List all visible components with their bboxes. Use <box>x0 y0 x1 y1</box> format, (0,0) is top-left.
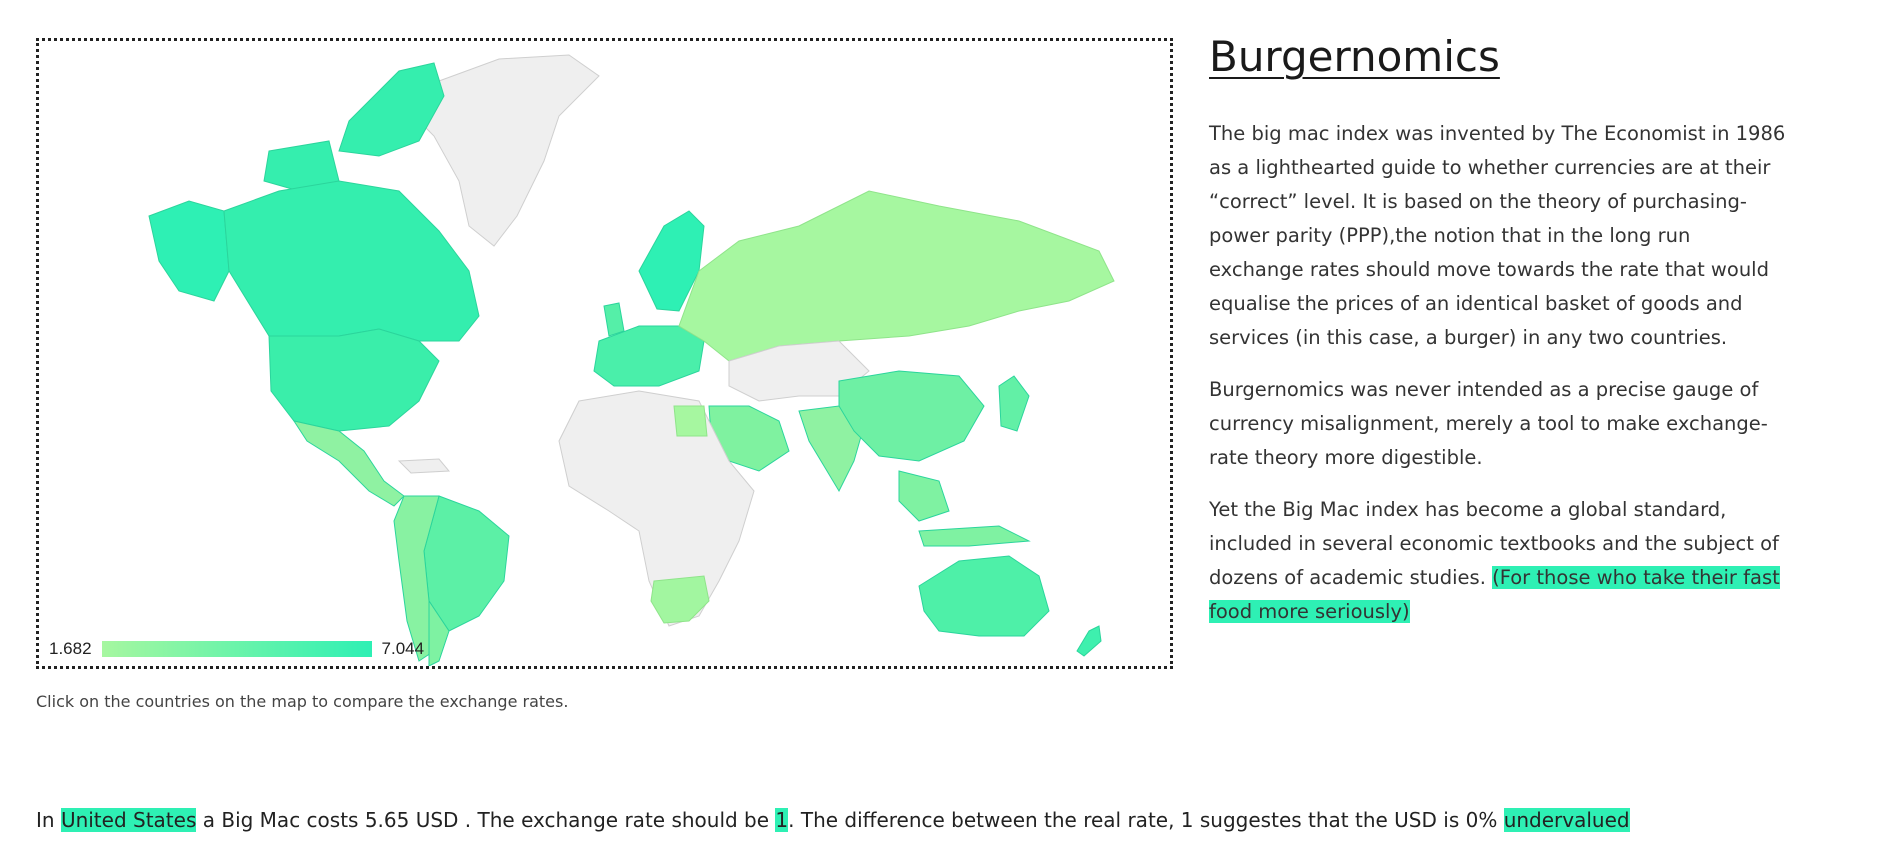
paragraph-1: The big mac index was invented by The Ec… <box>1209 122 1786 349</box>
summary-text-1: In <box>36 808 61 832</box>
paragraph-3: Yet the Big Mac index has become a globa… <box>1209 493 1789 629</box>
country-uk[interactable] <box>603 302 625 337</box>
country-japan[interactable] <box>998 375 1030 432</box>
country-australia[interactable] <box>918 555 1050 637</box>
country-china[interactable] <box>838 370 985 462</box>
world-map-svg[interactable] <box>39 41 1170 666</box>
country-russia[interactable] <box>678 190 1115 362</box>
country-mexico[interactable] <box>292 420 405 507</box>
valuation-verdict: undervalued <box>1503 808 1630 832</box>
map-caption: Click on the countries on the map to com… <box>36 692 569 711</box>
country-canada[interactable] <box>223 180 480 342</box>
country-scandinavia[interactable] <box>638 210 705 312</box>
country-new-zealand[interactable] <box>1076 625 1102 657</box>
country-europe-west[interactable] <box>593 325 705 387</box>
page-title: Burgernomics <box>1209 32 1500 81</box>
legend-min-label: 1.682 <box>49 639 92 658</box>
country-brazil[interactable] <box>423 495 510 632</box>
summary-text-3: . The difference between the real rate, … <box>788 808 1504 832</box>
paragraph-3-text: Yet the Big Mac index has become a globa… <box>1209 498 1779 589</box>
country-argentina[interactable] <box>428 599 450 666</box>
article: Burgernomics The big mac index was inven… <box>1209 32 1789 647</box>
world-map[interactable]: 1.682 7.044 <box>36 38 1173 669</box>
country-southeast-asia[interactable] <box>898 470 1031 547</box>
legend-gradient-bar <box>101 641 372 657</box>
country-canada-islands[interactable] <box>263 62 445 192</box>
region-africa <box>558 390 755 627</box>
region-caribbean <box>397 458 451 474</box>
country-greenland[interactable] <box>408 54 600 247</box>
country-egypt[interactable] <box>673 405 708 437</box>
paragraph-2: Burgernomics was never intended as a pre… <box>1209 378 1768 469</box>
ppp-rate: 1 <box>775 808 789 832</box>
country-alaska[interactable] <box>148 200 230 302</box>
country-usa[interactable] <box>268 328 440 432</box>
summary-text-2: a Big Mac costs 5.65 USD . The exchange … <box>196 808 776 832</box>
comparison-summary: In United States a Big Mac costs 5.65 US… <box>36 808 1630 832</box>
color-legend: 1.682 7.044 <box>49 637 424 661</box>
legend-max-label: 7.044 <box>381 639 425 658</box>
country-andes[interactable] <box>393 495 440 662</box>
selected-country[interactable]: United States <box>60 808 197 832</box>
country-south-africa[interactable] <box>650 575 710 624</box>
